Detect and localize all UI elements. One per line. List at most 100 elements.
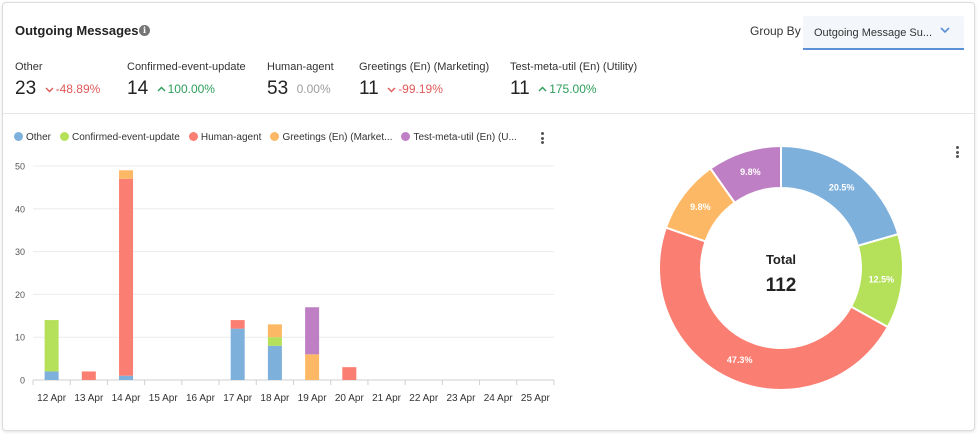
- legend-item[interactable]: Human-agent: [188, 132, 262, 144]
- group-by-value: Outgoing Message Su...: [814, 27, 933, 39]
- legend-label: Human-agent: [200, 132, 262, 144]
- stat-change: 175.00%: [538, 82, 597, 96]
- x-tick-label: 19 Apr: [298, 393, 328, 404]
- stat-change-text: 0.00%: [296, 82, 331, 96]
- bar-segment[interactable]: [44, 320, 59, 372]
- stat-human-agent: Human-agent 53 0.00%: [267, 61, 334, 100]
- bar-segment[interactable]: [342, 367, 357, 380]
- legend-label: Other: [26, 132, 52, 144]
- bar-segment[interactable]: [119, 375, 134, 380]
- y-tick-label: 20: [15, 290, 25, 300]
- stats-row: Other 23 -48.89% Confirmed-event-update …: [3, 61, 974, 113]
- bar-chart-menu-icon[interactable]: [541, 132, 545, 144]
- stat-value: 53: [267, 78, 289, 99]
- bar-segment[interactable]: [267, 337, 282, 346]
- bar-segment[interactable]: [119, 178, 134, 376]
- trend-down-icon: [45, 87, 54, 93]
- stat-label: Greetings (En) (Marketing): [359, 61, 490, 73]
- x-tick-label: 20 Apr: [335, 393, 365, 404]
- bar-chart-legend: Other Confirmed-event-update Human-agent Gr…: [14, 129, 526, 143]
- trend-up-icon: [157, 86, 166, 92]
- info-icon[interactable]: i: [139, 25, 150, 36]
- bar-segment[interactable]: [230, 328, 245, 380]
- x-tick-label: 13 Apr: [74, 393, 104, 404]
- legend-label: Greetings (En) (Market...: [282, 132, 393, 144]
- stat-greetings: Greetings (En) (Marketing) 11 -99.19%: [359, 61, 489, 100]
- bar-segment[interactable]: [230, 320, 245, 329]
- x-tick-label: 14 Apr: [112, 393, 142, 404]
- chevron-down-icon: [940, 27, 950, 34]
- x-tick-label: 21 Apr: [372, 393, 402, 404]
- stat-change-text: 100.00%: [167, 82, 215, 96]
- stat-test-meta-util: Test-meta-util (En) (Utility) 11 175.00%: [510, 61, 637, 100]
- donut-slice[interactable]: [709, 145, 782, 205]
- card-title: Outgoing Messages: [15, 23, 139, 38]
- divider: [3, 113, 974, 114]
- stat-change: 100.00%: [157, 82, 215, 96]
- stat-change: -99.19%: [387, 82, 443, 96]
- y-tick-label: 10: [15, 333, 25, 343]
- bar-segment[interactable]: [305, 354, 320, 380]
- x-tick-label: 15 Apr: [149, 393, 179, 404]
- stat-change-text: -99.19%: [398, 82, 443, 96]
- legend-swatch: [188, 132, 198, 142]
- donut-slice-label: 20.5%: [829, 182, 855, 192]
- y-tick-label: 40: [15, 204, 25, 214]
- donut-slice[interactable]: [780, 145, 900, 248]
- x-tick-label: 25 Apr: [521, 393, 551, 404]
- stat-value: 11: [510, 78, 530, 99]
- stat-confirmed-event-update: Confirmed-event-update 14 100.00%: [127, 61, 246, 100]
- stat-change: -48.89%: [45, 82, 101, 96]
- x-tick-label: 17 Apr: [223, 393, 253, 404]
- x-tick-label: 16 Apr: [186, 393, 216, 404]
- stat-label: Human-agent: [267, 61, 334, 73]
- trend-down-icon: [387, 87, 396, 93]
- x-tick-label: 23 Apr: [447, 393, 477, 404]
- donut-slice[interactable]: [658, 226, 890, 391]
- legend-label: Test-meta-util (En) (U...: [413, 132, 517, 144]
- bar-segment[interactable]: [305, 307, 320, 355]
- y-tick-label: 50: [15, 162, 25, 172]
- stat-label: Confirmed-event-update: [127, 61, 246, 73]
- legend-item[interactable]: Greetings (En) (Market...: [270, 132, 392, 143]
- donut-chart: 20.5% 12.5% 47.3% 9.8% 9.8% Total 112: [658, 145, 904, 391]
- x-tick-label: 24 Apr: [484, 393, 514, 404]
- stat-value: 11: [359, 78, 379, 99]
- stat-change: 0.00%: [297, 82, 331, 96]
- x-tick-label: 12 Apr: [37, 393, 67, 404]
- stat-change-text: -48.89%: [55, 82, 101, 96]
- legend-swatch: [401, 132, 411, 142]
- x-tick-label: 22 Apr: [409, 393, 439, 404]
- x-tick-label: 18 Apr: [260, 393, 290, 404]
- bar-segment[interactable]: [81, 371, 96, 380]
- group-by-label: Group By: [750, 24, 801, 38]
- legend-label: Confirmed-event-update: [72, 132, 180, 144]
- donut-chart-menu-icon[interactable]: [956, 146, 960, 158]
- legend-item[interactable]: Confirmed-event-update: [60, 132, 180, 143]
- bar-chart: 0 10 20 30 40 50 12 Apr 13 Apr 14 Apr 15 Apr 16 Ap…: [15, 162, 555, 404]
- bar-segment[interactable]: [44, 371, 59, 380]
- donut-slice-label: 47.3%: [727, 355, 753, 365]
- y-tick-label: 0: [20, 376, 25, 386]
- donut-slice-label: 9.8%: [690, 202, 711, 212]
- stat-other: Other 23 -48.89%: [15, 61, 100, 100]
- stat-value: 23: [15, 78, 37, 99]
- card-header: Outgoing Messages i Group By Outgoing Me…: [3, 3, 974, 61]
- legend-item[interactable]: Test-meta-util (En) (U...: [401, 132, 517, 144]
- group-by-dropdown[interactable]: Outgoing Message Su...: [803, 16, 964, 50]
- legend-swatch: [14, 132, 23, 142]
- bar-segment[interactable]: [267, 324, 282, 338]
- legend-item[interactable]: Other: [14, 132, 51, 143]
- bar-segment[interactable]: [119, 170, 134, 179]
- y-tick-label: 30: [15, 247, 25, 257]
- bar-segment[interactable]: [267, 345, 282, 380]
- legend-swatch: [270, 132, 280, 142]
- donut-slice-label: 12.5%: [869, 274, 895, 284]
- donut-total-value: 112: [766, 275, 797, 296]
- stat-change-text: 175.00%: [549, 82, 597, 96]
- donut-total-label: Total: [766, 252, 796, 267]
- stat-label: Other: [15, 61, 43, 73]
- stat-label: Test-meta-util (En) (Utility): [510, 61, 638, 73]
- donut-slice-label: 9.8%: [740, 167, 761, 177]
